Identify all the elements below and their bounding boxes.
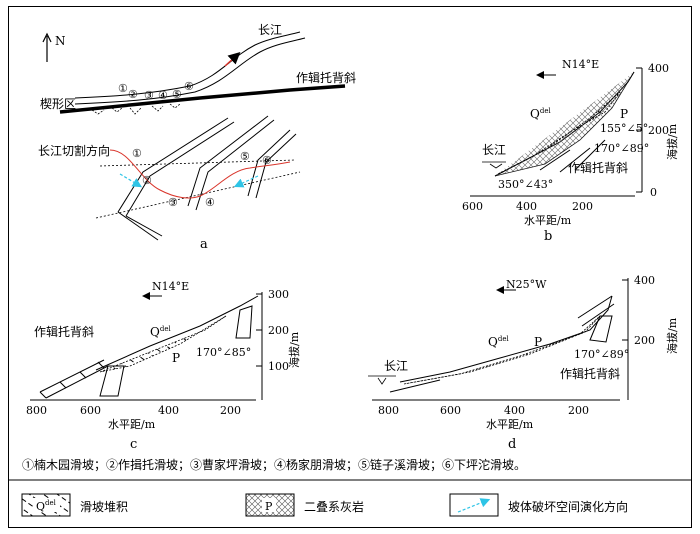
wedge-slide-6: ⑥ — [262, 154, 272, 167]
river-bank-upper — [74, 31, 301, 99]
anticline-axis — [59, 84, 346, 114]
legend-p-symbol: P — [265, 500, 273, 513]
panel-c: N14°E 300 200 100 海拔/m 800 600 400 200 水… — [26, 280, 301, 452]
figure-frame — [8, 6, 692, 528]
wedge-slide-1: ① — [132, 147, 142, 160]
wedge-slide-4: ④ — [205, 196, 215, 209]
legend-arrow-label: 坡体破坏空间演化方向 — [508, 500, 629, 514]
flow-arrow-icon — [224, 51, 241, 67]
panel-a-river-label: 长江 — [258, 23, 282, 37]
panel-b-anticline: 作辑托背斜 — [568, 161, 628, 175]
panel-d-xtick-200: 200 — [568, 404, 589, 417]
panel-d-direction: N25°W — [506, 278, 547, 291]
panel-d-xlabel: 水平距/m — [486, 418, 534, 431]
panel-b-attitude1: 155°∠5° — [600, 122, 648, 135]
panel-b-xtick-200: 200 — [572, 200, 593, 213]
panel-b-landslide-deposit — [497, 91, 621, 175]
cyan-arrow-left-icon — [119, 173, 143, 188]
panel-b: N14°E 400 200 0 海拔/m 600 400 200 水平距/m Q… — [462, 58, 679, 244]
panel-b-ytick-400: 400 — [648, 62, 669, 75]
panel-c-ytick-100: 100 — [268, 360, 289, 373]
panel-d-xtick-600: 600 — [440, 404, 461, 417]
panel-d-river: 长江 — [384, 359, 408, 373]
panel-b-qdel: Qdel — [530, 107, 551, 121]
legend-cyan-arrow-icon — [457, 498, 491, 513]
panel-a-label: a — [200, 237, 208, 252]
panel-b-attitude3: 350°∠43° — [498, 178, 553, 191]
panel-c-rock-label: P — [172, 351, 180, 365]
panel-d-attitude: 170°∠89° — [574, 348, 629, 361]
panel-b-xtick-400: 400 — [516, 200, 537, 213]
panel-c-attitude: 170°∠85° — [196, 346, 251, 359]
panel-b-rock-label: P — [620, 107, 628, 121]
slide-1-label: ① — [118, 82, 128, 95]
panel-d-ytick-200: 200 — [634, 334, 655, 347]
panel-c-xtick-400: 400 — [158, 404, 179, 417]
legend-qdel-symbol: Qdel — [36, 499, 57, 513]
panel-d-anticline: 作辑托背斜 — [560, 367, 620, 381]
panel-d-xtick-400: 400 — [504, 404, 525, 417]
panel-a-anticline-label: 作辑托背斜 — [296, 71, 356, 85]
panel-d: N25°W 400 200 海拔/m 800 600 400 200 水平距/m… — [368, 274, 679, 452]
panel-b-direction: N14°E — [562, 58, 599, 71]
wedge-slide-3: ③ — [168, 196, 178, 209]
panel-c-label: c — [130, 437, 137, 452]
wedge-zone-label: 楔形区 — [40, 97, 76, 111]
panel-c-direction: N14°E — [152, 280, 189, 293]
panel-d-ylabel: 海拔/m — [665, 317, 679, 354]
red-failure-line — [109, 149, 291, 199]
legend-qdel-label: 滑坡堆积 — [80, 500, 129, 514]
cut-direction-label: 长江切割方向 — [38, 143, 110, 158]
panel-c-ytick-200: 200 — [268, 324, 289, 337]
panel-b-ytick-200: 200 — [648, 124, 669, 137]
slide-outlines — [91, 103, 181, 115]
legend-p-label: 二叠系灰岩 — [304, 500, 365, 514]
panel-b-xlabel: 水平距/m — [524, 214, 572, 227]
panel-c-xtick-800: 800 — [26, 404, 47, 417]
legend: Qdel P — [21, 493, 499, 517]
panel-d-label: d — [508, 437, 516, 452]
panel-c-qdel: Qdel — [150, 325, 171, 339]
panel-b-river: 长江 — [482, 143, 506, 157]
river-bank-lower — [74, 37, 306, 105]
panel-b-label: b — [544, 229, 552, 244]
panel-b-ylabel: 海拔/m — [665, 123, 679, 160]
panel-d-strata — [389, 295, 615, 393]
slide-2-label: ② — [128, 88, 138, 101]
panel-d-water-icon — [368, 375, 396, 385]
panel-d-qdel: Qdel — [488, 335, 509, 349]
panel-b-ytick-0: 0 — [650, 186, 657, 199]
cyan-arrow-right-icon — [233, 175, 259, 188]
panel-c-xtick-200: 200 — [220, 404, 241, 417]
panel-d-xtick-800: 800 — [378, 404, 399, 417]
panel-b-water-icon — [482, 161, 506, 169]
panel-c-strata — [39, 305, 253, 399]
panel-d-ytick-400: 400 — [634, 274, 655, 287]
panel-a: N 长江 作辑托背斜 楔形区 ① ② ③ ④ ⑤ ⑥ — [38, 23, 356, 252]
slide-4-label: ④ — [158, 89, 168, 102]
panel-b-xtick-600: 600 — [462, 200, 483, 213]
slide-3-label: ③ — [144, 89, 154, 102]
panel-b-bedrock — [494, 71, 635, 177]
north-label: N — [55, 34, 66, 48]
panel-c-xlabel: 水平距/m — [108, 418, 156, 431]
slide-5-label: ⑤ — [172, 88, 182, 101]
panel-d-rock-label: P — [534, 335, 542, 349]
slide-6-label: ⑥ — [184, 80, 194, 93]
panel-c-ylabel: 海拔/m — [287, 331, 301, 368]
panel-c-landslide-deposit — [99, 315, 227, 373]
panel-c-ytick-300: 300 — [268, 288, 289, 301]
panel-c-xtick-600: 600 — [80, 404, 101, 417]
panel-b-attitude2: 170°∠89° — [594, 142, 649, 155]
panel-c-anticline: 作辑托背斜 — [34, 325, 94, 339]
figure-caption: ①楠木园滑坡；②作揖托滑坡；③曹家坪滑坡；④杨家朋滑坡；⑤链子溪滑坡；⑥下坪沱滑… — [22, 458, 527, 472]
wedge-strata — [117, 115, 297, 241]
wedge-slide-2: ② — [142, 174, 152, 187]
wedge-slide-5: ⑤ — [240, 150, 250, 163]
